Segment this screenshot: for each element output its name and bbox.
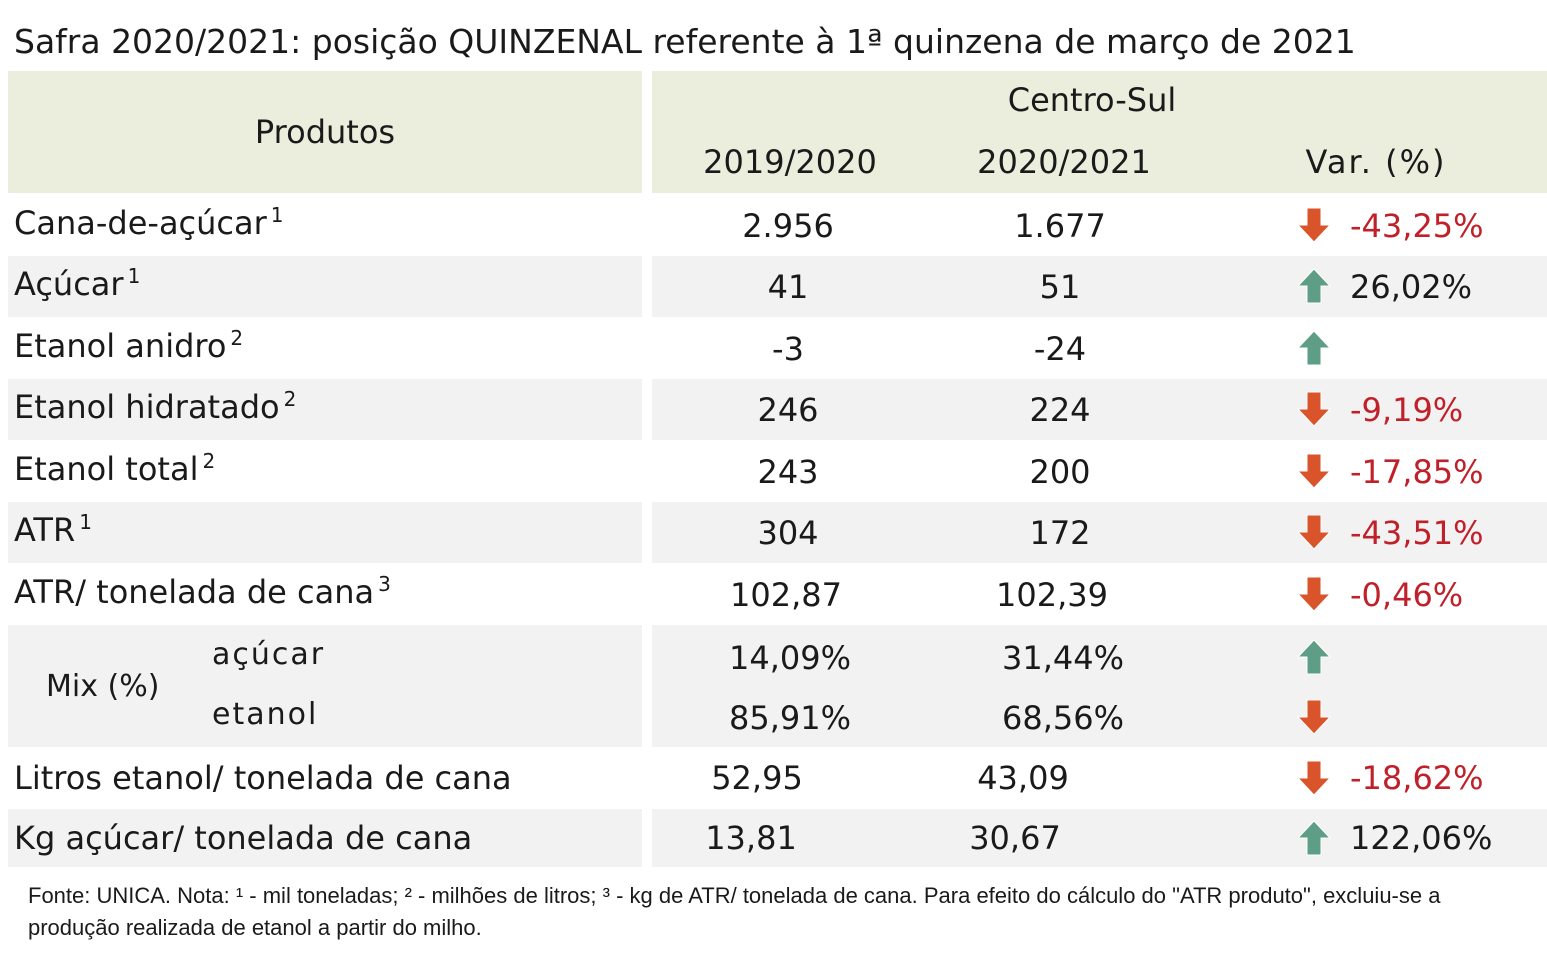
- value-2019-2020: -3: [772, 330, 804, 368]
- arrow-down-icon: [1296, 391, 1332, 427]
- mix-label: Mix (%): [46, 669, 160, 704]
- table-row: Etanol anidro 2 -3 -24: [0, 318, 1547, 379]
- value-var: 122,06%: [1350, 819, 1493, 857]
- mix-sub-label: açúcar: [212, 637, 326, 672]
- arrow-down-icon: [1296, 207, 1332, 243]
- footnote-marker: 3: [378, 572, 391, 596]
- row-label: Litros etanol/ tonelada de cana: [14, 759, 512, 797]
- value-2019-2020: 102,87: [730, 576, 842, 614]
- row-label: Kg açúcar/ tonelada de cana: [14, 819, 473, 857]
- table-row: Mix (%) açúcar 14,09% 31,44% etanol 85,91% 68,…: [0, 625, 1547, 747]
- row-label: Etanol hidratado 2: [14, 387, 297, 426]
- value-2019-2020: 14,09%: [728, 639, 852, 677]
- footnote-marker: 1: [79, 510, 92, 534]
- value-2019-2020: 246: [757, 391, 819, 429]
- header-products-cell: Produtos: [8, 71, 642, 193]
- value-2020-2021: 43,09: [977, 759, 1069, 797]
- arrow-up-icon: [1296, 820, 1332, 856]
- footnote-marker: 2: [230, 326, 244, 350]
- value-var: 26,02%: [1350, 268, 1473, 306]
- value-2020-2021: 200: [1029, 453, 1091, 491]
- value-2020-2021: 31,44%: [1001, 639, 1125, 677]
- row-label: Etanol total 2: [14, 449, 216, 488]
- table-row: Cana-de-açúcar 1 2.956 1.677 -43,25%: [0, 195, 1547, 256]
- value-2020-2021: -24: [1033, 330, 1087, 368]
- row-label: Açúcar 1: [14, 264, 141, 303]
- page-title: Safra 2020/2021: posição QUINZENAL refer…: [14, 22, 1356, 61]
- header-region-label: Centro-Sul: [1007, 81, 1177, 119]
- value-2019-2020: 41: [767, 268, 809, 306]
- value-2020-2021: 172: [1029, 514, 1091, 552]
- arrow-down-icon: [1296, 453, 1332, 489]
- arrow-down-icon: [1296, 576, 1332, 612]
- footnote-marker: 2: [202, 449, 216, 473]
- table-row: Açúcar 1 41 51 26,02%: [0, 256, 1547, 317]
- header-col-var: Var. (%): [1305, 143, 1447, 181]
- header-col-2020-2021: 2020/2021: [977, 143, 1151, 181]
- value-2019-2020: 52,95: [711, 759, 803, 797]
- value-2020-2021: 1.677: [1014, 207, 1106, 245]
- footnote-marker: 1: [127, 264, 141, 288]
- value-var: -43,25%: [1350, 207, 1484, 245]
- footnote: Fonte: UNICA. Nota: ¹ - mil toneladas; ²…: [28, 883, 1441, 940]
- arrow-down-icon: [1296, 699, 1332, 735]
- table-row: Etanol total 2 243 200 -17,85%: [0, 441, 1547, 502]
- row-label: ATR/ tonelada de cana 3: [14, 572, 391, 611]
- value-2020-2021: 68,56%: [1001, 699, 1125, 737]
- value-var: -9,19%: [1350, 391, 1464, 429]
- value-2020-2021: 102,39: [996, 576, 1108, 614]
- value-2019-2020: 13,81: [705, 819, 797, 857]
- table-row: ATR 1 304 172 -43,51%: [0, 502, 1547, 563]
- footnote-marker: 2: [283, 387, 297, 411]
- row-label: Cana-de-açúcar 1: [14, 203, 284, 242]
- table-row: Kg açúcar/ tonelada de cana 13,81 30,67 122…: [0, 809, 1547, 867]
- value-2019-2020: 85,91%: [728, 699, 852, 737]
- table-row: Etanol hidratado 2 246 224 -9,19%: [0, 379, 1547, 440]
- arrow-down-icon: [1296, 760, 1332, 796]
- header-col-2019-2020: 2019/2020: [703, 143, 877, 181]
- row-label: Etanol anidro 2: [14, 326, 244, 365]
- table-row: ATR/ tonelada de cana 3 102,87 102,39 -0,46%: [0, 564, 1547, 625]
- value-var: -18,62%: [1350, 759, 1484, 797]
- mix-sub-label: etanol: [212, 697, 319, 732]
- value-var: -0,46%: [1350, 576, 1464, 614]
- value-2019-2020: 304: [757, 514, 819, 552]
- arrow-up-icon: [1296, 639, 1332, 675]
- value-var: -17,85%: [1350, 453, 1484, 491]
- value-2019-2020: 243: [757, 453, 819, 491]
- arrow-down-icon: [1296, 514, 1332, 550]
- value-var: -43,51%: [1350, 514, 1484, 552]
- table-row: Litros etanol/ tonelada de cana 52,95 43,0…: [0, 749, 1547, 807]
- value-2019-2020: 2.956: [742, 207, 834, 245]
- header-products-label: Produtos: [254, 113, 396, 151]
- arrow-up-icon: [1296, 268, 1332, 304]
- footnote-marker: 1: [270, 203, 284, 227]
- value-2020-2021: 51: [1039, 268, 1081, 306]
- arrow-up-icon: [1296, 330, 1332, 366]
- row-label: ATR 1: [14, 510, 92, 549]
- value-2020-2021: 30,67: [969, 819, 1061, 857]
- header-region-cell: Centro-Sul 2019/2020 2020/2021 Var. (%): [652, 71, 1547, 193]
- value-2020-2021: 224: [1029, 391, 1091, 429]
